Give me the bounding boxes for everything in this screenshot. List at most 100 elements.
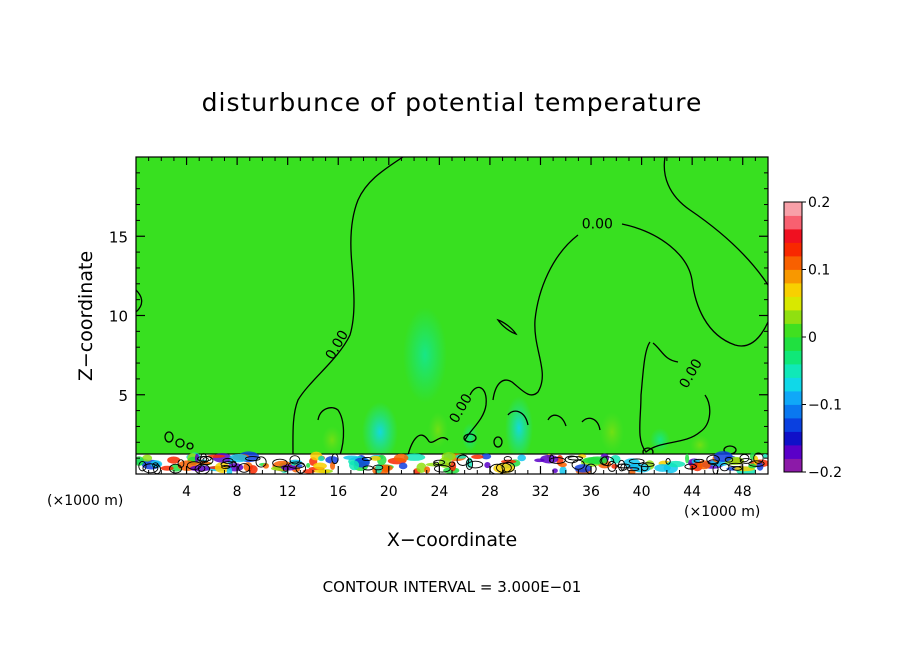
surface-contour — [748, 460, 765, 467]
colorbar-segment — [784, 242, 802, 257]
colorbar: 0.2 0.1 0 −0.1 −0.2 — [783, 195, 842, 481]
colorbar-segment — [784, 404, 802, 419]
surface-patch — [424, 466, 431, 474]
x-tick-label: 24 — [430, 484, 448, 500]
colorbar-tick-label: 0 — [808, 330, 817, 346]
surface-contour — [496, 462, 512, 473]
surface-patch — [559, 466, 567, 474]
surface-patch — [370, 455, 381, 461]
y-tick-label: 15 — [109, 228, 128, 246]
surface-patch — [403, 453, 426, 461]
surface-patch — [762, 453, 768, 459]
surface-contour — [186, 461, 202, 470]
surface-contour — [707, 459, 719, 466]
surface-contour — [628, 458, 645, 465]
surface-patch — [375, 463, 383, 474]
x-tick-label: 40 — [633, 484, 651, 500]
surface-contour — [255, 456, 267, 468]
surface-contour — [169, 463, 183, 474]
surface-contour — [199, 455, 214, 466]
surface-contour — [724, 457, 734, 463]
colorbar-segment — [784, 431, 802, 446]
surface-contour — [361, 457, 372, 462]
surface-patch — [312, 469, 331, 474]
contour-line — [464, 386, 487, 441]
colorbar-segment — [784, 418, 802, 432]
colorbar-segment — [784, 229, 802, 243]
surface-contour — [728, 462, 744, 468]
contour-line — [639, 341, 711, 453]
surface-patch — [329, 461, 336, 470]
surface-contour — [638, 462, 655, 468]
x-tick-label: 28 — [481, 484, 499, 500]
surface-contour — [138, 460, 147, 472]
x-unit-right: (×1000 m) — [684, 504, 760, 520]
surface-patch — [582, 456, 605, 464]
surface-contour — [362, 465, 374, 471]
surface-contour — [289, 455, 301, 465]
surface-patch — [416, 462, 427, 474]
colorbar-segment — [784, 458, 802, 473]
y-axis: 5 10 15 — [109, 172, 768, 459]
surface-patch — [481, 453, 492, 460]
x-tick-label: 8 — [233, 484, 242, 500]
surface-contour — [548, 457, 566, 464]
surface-contour — [684, 463, 697, 470]
x-axis: 4 8 12 16 20 24 28 32 36 40 44 48 — [148, 157, 756, 500]
contour-line — [496, 318, 518, 336]
colorbar-segment — [784, 377, 802, 392]
anomaly-blob — [505, 396, 533, 460]
contour-line — [292, 157, 404, 456]
surface-patch — [393, 453, 409, 462]
contour-label: 0.00 — [582, 216, 613, 232]
surface-contour — [467, 460, 484, 469]
surface-contour — [501, 461, 515, 473]
colorbar-tick-label: 0.1 — [808, 263, 830, 279]
anomaly-blob — [650, 428, 670, 452]
surface-contour — [601, 456, 608, 465]
surface-contour — [626, 467, 640, 472]
surface-contour — [448, 461, 456, 467]
colorbar-segment — [784, 269, 802, 284]
contour-line — [621, 223, 768, 347]
surface-patch — [654, 464, 671, 472]
colorbar-segment — [784, 337, 802, 351]
anomaly-blob — [403, 307, 447, 403]
contour-line — [175, 438, 185, 448]
contour-line — [493, 436, 503, 448]
anomaly-blob — [362, 402, 398, 462]
surface-contour — [202, 457, 209, 463]
surface-patch — [685, 453, 690, 464]
field-background — [136, 157, 768, 474]
surface-patch — [160, 465, 174, 471]
x-unit-left: (×1000 m) — [47, 493, 123, 509]
surface-patch — [666, 460, 686, 468]
colorbar-segment — [784, 215, 802, 230]
surface-contour — [245, 456, 261, 462]
surface-patch — [167, 456, 181, 464]
surface-contour — [177, 459, 185, 468]
contour-line — [547, 414, 567, 427]
surface-patch — [229, 453, 248, 463]
surface-contour — [706, 454, 720, 465]
surface-contour — [607, 460, 617, 472]
surface-contour — [567, 456, 584, 461]
contour-lines — [136, 157, 768, 457]
plot-area: 0.000.000.000.00 — [136, 157, 768, 474]
contour-line — [663, 157, 768, 286]
anomaly-blob — [600, 412, 624, 452]
surface-patch — [574, 464, 592, 473]
surface-contour — [503, 456, 512, 462]
surface-patch — [349, 460, 360, 471]
surface-patch — [343, 455, 360, 460]
surface-patch — [248, 465, 258, 474]
contour-line — [186, 442, 194, 450]
x-tick-label: 12 — [279, 484, 297, 500]
contour-interval-note: CONTOUR INTERVAL = 3.000E−01 — [323, 578, 582, 596]
x-tick-label: 48 — [734, 484, 752, 500]
colorbar-segment — [784, 256, 802, 270]
surface-contour — [272, 458, 288, 468]
contour-line — [317, 407, 345, 456]
surface-contour — [288, 461, 305, 469]
